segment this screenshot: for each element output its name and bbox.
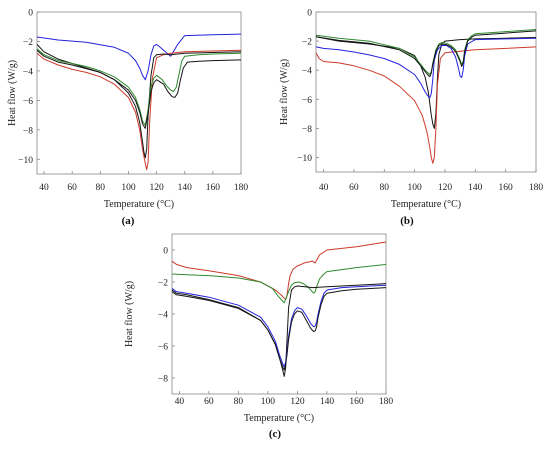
x-tick-label: 60 [67, 183, 77, 193]
y-tick-label: −8 [302, 125, 312, 135]
series-line-2 [172, 263, 386, 304]
series-line-5 [172, 287, 386, 371]
y-axis-title: Heat flow (W/g) [124, 281, 135, 347]
x-tick-label: 180 [379, 397, 394, 407]
x-axis-title: Temperature (°C) [104, 199, 174, 210]
x-tick-label: 180 [529, 183, 544, 193]
panel-label: (a) [122, 215, 135, 227]
x-tick-label: 100 [261, 397, 276, 407]
x-tick-label: 160 [206, 183, 221, 193]
x-tick-label: 60 [349, 183, 359, 193]
chart-panel-3: 40 60 80 100 120 140 160 180 0 −2 −4 −6 −8 Temperatur… [124, 233, 394, 440]
x-tick-label: 140 [178, 183, 193, 193]
x-tick-label: 180 [234, 183, 249, 193]
x-tick-label: 60 [204, 397, 214, 407]
x-tick-label: 40 [175, 397, 185, 407]
y-tick-label: −2 [23, 38, 33, 48]
y-tick-label: −6 [302, 96, 312, 106]
y-axis-title: Heat flow (W/g) [7, 60, 18, 126]
y-tick-label: −4 [158, 311, 168, 321]
x-tick-label: 140 [468, 183, 483, 193]
x-tick-label: 160 [499, 183, 514, 193]
series-line-1 [37, 33, 241, 81]
series-line-3 [37, 43, 241, 159]
series-line-3 [316, 37, 536, 99]
y-tick-label: −6 [158, 343, 168, 353]
series-line-4 [172, 284, 386, 368]
x-tick-label: 40 [319, 183, 329, 193]
series-group [316, 29, 536, 164]
chart-panel-1: 40 60 80 100 120 140 160 180 0 −2 −4 −6 −8 −10 Tempera… [7, 9, 248, 228]
x-tick-label: 100 [121, 183, 136, 193]
series-line-4 [37, 48, 241, 126]
panel-label: (b) [400, 215, 414, 227]
series-line-4 [316, 29, 536, 75]
y-tick-label: −4 [23, 67, 33, 77]
series-line-2 [316, 46, 536, 164]
y-tick-label: −10 [18, 156, 33, 166]
series-line-1 [316, 36, 536, 129]
series-line-5 [37, 49, 241, 129]
x-tick-label: 120 [438, 183, 453, 193]
y-tick-label: −10 [297, 154, 312, 164]
y-tick-label: −2 [158, 279, 168, 289]
y-tick-label: −8 [23, 126, 33, 136]
x-tick-label: 120 [290, 397, 305, 407]
x-axis-title: Temperature (°C) [391, 199, 461, 210]
y-tick-label: −4 [302, 67, 312, 77]
plot-frame [171, 233, 387, 395]
x-axis-title: Temperature (°C) [244, 413, 314, 424]
y-tick-label: −2 [302, 38, 312, 48]
x-tick-label: 160 [349, 397, 364, 407]
x-tick-label: 80 [96, 183, 106, 193]
y-tick-label: 0 [307, 9, 312, 19]
x-tick-label: 100 [407, 183, 422, 193]
panel-label: (c) [269, 428, 282, 440]
plot-frame [36, 11, 242, 175]
y-tick-label: 0 [28, 9, 33, 19]
y-tick-label: −8 [158, 375, 168, 385]
x-tick-label: 80 [234, 397, 244, 407]
x-tick-label: 40 [39, 183, 49, 193]
series-group [172, 241, 386, 377]
y-tick-label: 0 [163, 247, 168, 257]
y-axis-title: Heat flow (W/g) [279, 59, 290, 125]
plot-frame [315, 11, 537, 173]
x-tick-label: 120 [149, 183, 164, 193]
series-line-5 [316, 30, 536, 78]
y-tick-label: −6 [23, 97, 33, 107]
series-line-1 [172, 241, 386, 301]
chart-panel-2: 40 60 80 100 120 140 160 180 0 −2 −4 −6 −8 −10 Tempera… [279, 9, 543, 228]
x-tick-label: 140 [320, 397, 335, 407]
series-line-3 [172, 283, 386, 377]
x-tick-label: 80 [380, 183, 390, 193]
series-group [37, 33, 241, 171]
